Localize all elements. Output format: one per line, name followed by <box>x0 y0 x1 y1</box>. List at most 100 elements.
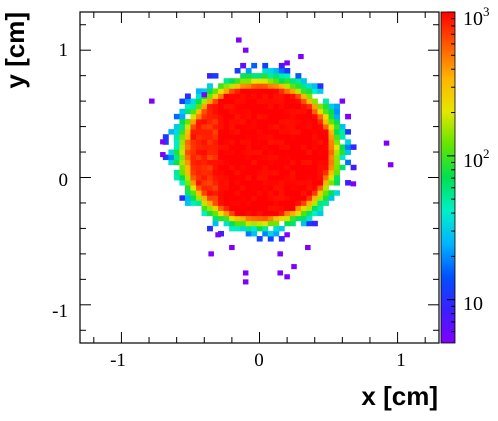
heatmap-bin <box>256 103 263 110</box>
heatmap-bin <box>251 83 258 89</box>
heatmap-bin <box>179 195 186 201</box>
heatmap-bin <box>218 134 224 140</box>
heatmap-bin <box>245 210 252 217</box>
heatmap-bin <box>223 159 230 166</box>
heatmap-bin <box>251 164 258 171</box>
heatmap-bin <box>207 108 213 115</box>
heatmap-bin <box>201 118 208 125</box>
heatmap-bin <box>195 134 202 140</box>
heatmap-bin <box>234 68 241 74</box>
heatmap-bin <box>323 98 329 105</box>
outlier-bin <box>383 140 390 146</box>
heatmap-bin <box>256 190 263 196</box>
x-axis-title: x [cm] <box>361 381 438 411</box>
heatmap-bin <box>212 134 219 140</box>
heatmap-bin <box>218 230 224 237</box>
outlier-bin <box>215 232 221 238</box>
outlier-bin <box>201 92 208 98</box>
heatmap-bin <box>245 118 252 125</box>
heatmap-bin <box>251 93 258 99</box>
heatmap-bin <box>306 180 313 186</box>
heatmap-bin <box>284 124 291 130</box>
heatmap-bin <box>207 190 213 196</box>
heatmap-bin <box>229 220 236 227</box>
heatmap-bin <box>223 169 230 176</box>
heatmap-bin <box>190 159 197 166</box>
heatmap-bin <box>184 118 191 125</box>
heatmap-bin <box>289 200 296 206</box>
heatmap-bin <box>245 149 252 155</box>
heatmap-bin <box>300 108 307 115</box>
heatmap-bin <box>240 98 247 105</box>
heatmap-bin <box>323 190 329 196</box>
outlier-bin <box>350 181 357 187</box>
heatmap-bin <box>201 144 208 150</box>
heatmap-bin <box>234 144 241 150</box>
heatmap-bin <box>273 159 280 166</box>
heatmap-bin <box>295 180 302 186</box>
colorbar-label-100-exp: 2 <box>483 146 490 161</box>
heatmap-bin <box>223 149 230 155</box>
heatmap-bin <box>262 215 269 222</box>
heatmap-bin <box>245 169 252 176</box>
heatmap-bin <box>262 174 269 181</box>
heatmap-bin <box>251 174 258 181</box>
heatmap-bin <box>207 103 213 110</box>
heatmap-bin <box>289 144 296 150</box>
heatmap-bin <box>295 134 302 140</box>
heatmap-bin <box>339 124 346 130</box>
heatmap-bin <box>245 230 252 237</box>
heatmap-bin <box>273 88 280 94</box>
heatmap-bin <box>195 144 202 150</box>
heatmap-bin <box>245 144 252 150</box>
heatmap-bin <box>273 225 280 232</box>
heatmap-bin <box>317 154 324 161</box>
heatmap-bin <box>251 225 258 232</box>
heatmap-bin <box>173 169 180 176</box>
heatmap-bin <box>251 118 258 125</box>
heatmap-bin <box>245 174 252 181</box>
heatmap-bin <box>262 98 269 105</box>
heatmap-bin <box>262 220 269 227</box>
heatmap-bin <box>334 180 340 186</box>
heatmap-bin <box>300 215 307 222</box>
heatmap-bin <box>300 220 307 227</box>
heatmap-bin <box>295 78 302 84</box>
heatmap-bin <box>295 118 302 125</box>
heatmap-bin <box>262 185 269 191</box>
heatmap-bin <box>323 134 329 140</box>
heatmap-bin <box>267 169 274 176</box>
heatmap-bin <box>251 103 258 110</box>
heatmap-bin <box>251 220 258 227</box>
heatmap-bin <box>218 129 224 135</box>
heatmap-bin <box>212 220 219 227</box>
heatmap-bin <box>223 93 230 99</box>
heatmap-bin <box>273 113 280 120</box>
heatmap-bin <box>267 185 274 191</box>
heatmap-bin <box>300 83 307 89</box>
heatmap-bin <box>212 195 219 201</box>
heatmap-bin <box>317 129 324 135</box>
heatmap-bin <box>195 159 202 166</box>
heatmap-bin <box>306 83 313 89</box>
heatmap-bin <box>212 103 219 110</box>
heatmap-bin <box>334 144 340 150</box>
heatmap-bin <box>300 113 307 120</box>
heatmap-bin <box>218 108 224 115</box>
heatmap-bin <box>245 108 252 115</box>
colorbar-label-1000-base: 10 <box>463 8 483 30</box>
heatmap-bin <box>334 169 340 176</box>
heatmap-bin <box>300 139 307 145</box>
heatmap-bin <box>195 113 202 120</box>
heatmap-bin <box>295 174 302 181</box>
heatmap-bin <box>284 144 291 150</box>
heatmap-bin <box>229 134 236 140</box>
heatmap-bin <box>289 180 296 186</box>
heatmap-bin <box>201 195 208 201</box>
heatmap-bin <box>229 93 236 99</box>
heatmap-bin <box>311 210 318 217</box>
heatmap-bin <box>295 103 302 110</box>
heatmap-bin <box>223 129 230 135</box>
heatmap-bin <box>262 205 269 211</box>
